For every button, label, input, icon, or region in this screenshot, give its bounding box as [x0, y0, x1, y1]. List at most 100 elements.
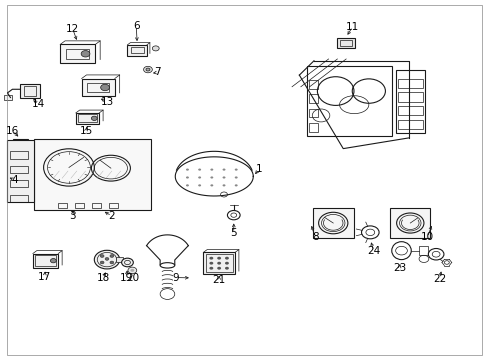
Circle shape	[222, 176, 225, 179]
Text: 12: 12	[66, 24, 80, 35]
Text: 15: 15	[79, 126, 92, 135]
Text: 3: 3	[69, 211, 76, 221]
Bar	[10, 194, 28, 202]
Bar	[20, 84, 40, 98]
Circle shape	[198, 168, 201, 171]
Circle shape	[100, 255, 104, 257]
Circle shape	[234, 184, 237, 186]
Circle shape	[222, 184, 225, 186]
Circle shape	[110, 261, 114, 264]
Bar	[398, 93, 422, 102]
Circle shape	[81, 50, 90, 57]
Circle shape	[209, 267, 213, 270]
Bar	[10, 180, 28, 187]
Bar	[76, 113, 99, 124]
Circle shape	[130, 269, 134, 272]
Circle shape	[210, 168, 213, 171]
Circle shape	[198, 176, 201, 179]
Bar	[306, 66, 391, 136]
Circle shape	[110, 255, 114, 257]
Circle shape	[234, 176, 237, 179]
Bar	[13, 139, 27, 150]
Bar	[398, 106, 422, 115]
Bar	[398, 120, 422, 129]
Text: 11: 11	[346, 22, 359, 32]
Circle shape	[185, 176, 188, 179]
Bar	[58, 203, 67, 208]
Circle shape	[152, 46, 159, 51]
Bar	[336, 38, 354, 48]
Bar	[81, 78, 115, 96]
Text: 1: 1	[255, 164, 262, 174]
Bar	[389, 208, 429, 238]
Bar	[308, 109, 318, 117]
Text: 4: 4	[11, 175, 18, 185]
Text: 10: 10	[420, 232, 433, 242]
Text: 7: 7	[154, 67, 161, 77]
Bar	[92, 203, 101, 208]
Circle shape	[224, 262, 228, 265]
Circle shape	[185, 184, 188, 186]
Bar	[203, 252, 235, 274]
Bar	[60, 44, 95, 63]
Bar	[66, 49, 89, 59]
Circle shape	[224, 267, 228, 270]
Text: 6: 6	[133, 21, 139, 31]
Bar	[127, 45, 147, 55]
Circle shape	[185, 168, 188, 171]
Text: 2: 2	[108, 211, 115, 221]
Circle shape	[198, 184, 201, 186]
Circle shape	[94, 250, 120, 269]
Bar	[205, 254, 232, 272]
Text: 8: 8	[311, 232, 318, 242]
Circle shape	[146, 68, 150, 71]
Bar	[4, 95, 12, 100]
Bar	[398, 79, 422, 88]
Bar	[308, 94, 318, 103]
Circle shape	[101, 84, 109, 91]
Bar	[131, 47, 143, 53]
Bar	[308, 80, 318, 89]
Text: 18: 18	[96, 273, 109, 283]
Circle shape	[143, 66, 152, 73]
Text: 20: 20	[125, 273, 139, 283]
Bar	[10, 152, 28, 159]
Circle shape	[209, 257, 213, 260]
Bar	[75, 203, 84, 208]
Bar	[116, 257, 123, 262]
Circle shape	[210, 184, 213, 186]
Text: 22: 22	[432, 274, 445, 284]
Circle shape	[234, 168, 237, 171]
Bar	[109, 203, 118, 208]
Circle shape	[209, 262, 213, 265]
Bar	[339, 40, 351, 46]
Bar	[33, 253, 58, 268]
Bar	[7, 140, 34, 202]
Bar	[418, 246, 427, 255]
Circle shape	[224, 257, 228, 260]
Circle shape	[217, 267, 221, 270]
Bar	[395, 69, 424, 132]
Circle shape	[210, 176, 213, 179]
Bar	[23, 86, 36, 96]
Circle shape	[105, 257, 109, 260]
Bar	[35, 255, 56, 266]
Circle shape	[50, 258, 56, 263]
Text: 5: 5	[230, 228, 237, 238]
Text: 19: 19	[120, 273, 133, 283]
Text: 9: 9	[172, 273, 178, 283]
Circle shape	[91, 116, 97, 121]
Text: 24: 24	[366, 246, 380, 256]
Bar	[87, 83, 109, 92]
Circle shape	[128, 267, 137, 274]
Circle shape	[217, 257, 221, 260]
Text: 16: 16	[6, 126, 20, 135]
Bar	[10, 166, 28, 173]
Text: 23: 23	[392, 263, 406, 273]
Bar	[34, 139, 151, 211]
Text: 14: 14	[32, 99, 45, 109]
Bar	[312, 208, 353, 238]
Circle shape	[217, 262, 221, 265]
Circle shape	[122, 258, 133, 267]
Text: 17: 17	[38, 272, 51, 282]
